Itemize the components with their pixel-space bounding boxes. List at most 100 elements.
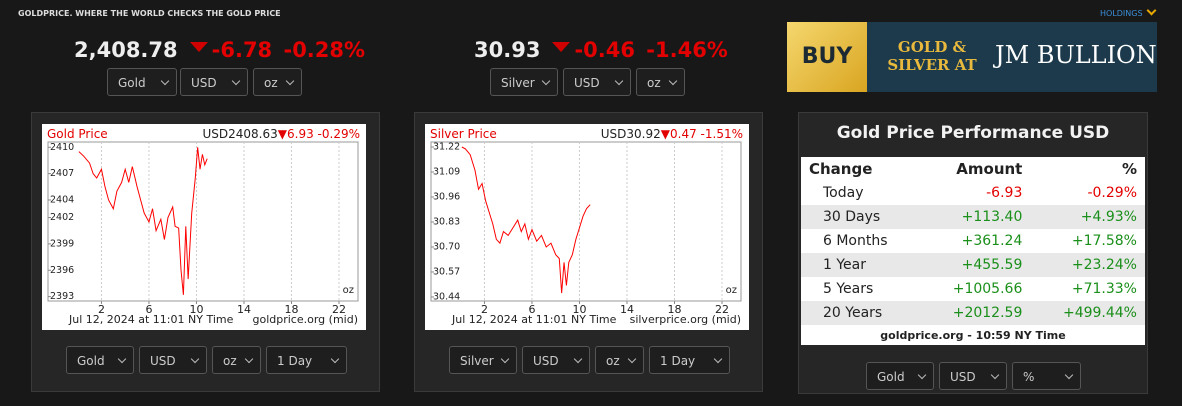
select[interactable]: % <box>1012 362 1081 390</box>
down-arrow: ▼ <box>661 127 671 141</box>
ad-text: SILVER AT <box>887 56 977 74</box>
chart-date: Jul 12, 2024 at 11:01 NY Time <box>68 313 234 326</box>
select[interactable]: USD <box>522 346 590 374</box>
x-tick-label: 18 <box>667 303 681 316</box>
select[interactable]: 1 Day <box>649 346 730 374</box>
chart-change: 6.93 <box>287 127 314 141</box>
select[interactable]: Gold <box>66 346 134 374</box>
gold-quote: 2,408.78 -6.78 -0.28% <box>74 38 365 62</box>
y-tick-label: 30.96 <box>433 191 460 202</box>
site-title: GOLDPRICE. WHERE THE WORLD CHECKS THE GO… <box>18 9 281 18</box>
chart: Gold Price USD2408.63▼6.93 -0.29% 2 6 10 14 18… <box>42 124 366 330</box>
select[interactable]: oz <box>595 346 644 374</box>
change: -0.46 <box>574 38 635 62</box>
chart-price: USD30.92 <box>601 127 661 141</box>
ad-brand: JM BULLION <box>995 41 1157 69</box>
y-tick-label: 2396 <box>50 265 74 276</box>
x-tick-label: 14 <box>620 303 634 316</box>
table-cell: -0.29% <box>1030 181 1145 205</box>
performance-panel: Gold Price Performance USD Change Amount%… <box>798 112 1148 394</box>
panel-title: Gold Price Performance USD <box>836 123 1110 143</box>
chart-quote: USD2408.63▼6.93 -0.29% <box>203 127 361 141</box>
x-tick-label: 10 <box>189 303 203 316</box>
chart-price: USD2408.63 <box>203 127 278 141</box>
x-tick-label: 2 <box>481 303 488 316</box>
x-tick-label: 22 <box>715 303 729 316</box>
x-tick-label: 10 <box>572 303 586 316</box>
y-tick-label: 2407 <box>50 168 74 179</box>
y-tick-label: 2404 <box>50 194 74 205</box>
table-cell: 30 Days <box>801 205 922 229</box>
change: -6.78 <box>211 38 273 62</box>
table-cell: +455.59 <box>921 253 1031 277</box>
table-cell: +361.24 <box>921 229 1031 253</box>
x-tick-label: 6 <box>145 303 152 316</box>
chart-background <box>425 124 749 330</box>
holdings-link[interactable]: HOLDINGS <box>1100 9 1155 18</box>
x-tick-label: 14 <box>237 303 251 316</box>
chart-date: Jul 12, 2024 at 11:01 NY Time <box>451 313 617 326</box>
table-cell: Today <box>801 181 922 205</box>
chart-header: Silver Price <box>430 127 497 141</box>
table-row: 1 Year +455.59 +23.24% <box>801 253 1145 277</box>
plot-frame <box>47 141 359 302</box>
price-line <box>461 146 591 294</box>
table-cell: +23.24% <box>1030 253 1145 277</box>
y-tick-label: 30.57 <box>433 266 460 277</box>
table-row: 30 Days +113.40 +4.93% <box>801 205 1145 229</box>
ad-banner[interactable]: BUY GOLD & SILVER AT JM BULLION <box>787 22 1157 92</box>
table-cell: 20 Years <box>801 301 922 325</box>
chart-background <box>42 124 366 330</box>
price: 30.93 <box>474 38 541 62</box>
chart-quote: USD30.92▼0.47 -1.51% <box>601 127 743 141</box>
price-line <box>78 147 208 295</box>
chart-change: 0.47 <box>670 127 697 141</box>
chart-percent: -0.29% <box>318 127 360 141</box>
price: 2,408.78 <box>74 38 178 62</box>
x-tick-label: 6 <box>528 303 535 316</box>
table-cell: +499.44% <box>1030 301 1145 325</box>
table-cell: +2012.59 <box>921 301 1031 325</box>
table-cell: +17.58% <box>1030 229 1145 253</box>
select[interactable]: USD <box>139 346 207 374</box>
select[interactable]: Gold <box>107 68 177 96</box>
table-cell: +4.93% <box>1030 205 1145 229</box>
table-row: Today -6.93 -0.29% <box>801 181 1145 205</box>
select[interactable]: oz <box>636 68 685 96</box>
select[interactable]: Gold <box>866 362 934 390</box>
chart-header: Gold Price <box>47 127 108 141</box>
buy-button[interactable]: BUY <box>787 22 867 92</box>
chart-title: Gold Price <box>47 127 108 141</box>
performance-table: Change Amount% Today -6.93 -0.29% 30 Days +11… <box>801 157 1145 345</box>
table-cell: +1005.66 <box>921 277 1031 301</box>
table-cell: 5 Years <box>801 277 922 301</box>
percent: -0.28% <box>283 38 366 62</box>
table-cell: 6 Months <box>801 229 922 253</box>
table-row: 6 Months +361.24 +17.58% <box>801 229 1145 253</box>
select[interactable]: oz <box>253 68 302 96</box>
table-cell: 1 Year <box>801 253 922 277</box>
chart-title: Silver Price <box>430 127 497 141</box>
x-tick-label: 2 <box>98 303 105 316</box>
select[interactable]: USD <box>939 362 1007 390</box>
y-tick-label: 2410 <box>50 142 74 153</box>
y-tick-label: 2402 <box>50 212 74 223</box>
table-footer: goldprice.org - 10:59 NY Time <box>801 325 1145 345</box>
y-tick-label: 30.70 <box>433 241 460 252</box>
footer-text: goldprice.org - 10:59 NY Time <box>801 325 1145 345</box>
select[interactable]: Silver <box>490 68 558 96</box>
select[interactable]: USD <box>563 68 631 96</box>
table-row: 5 Years +1005.66 +71.33% <box>801 277 1145 301</box>
table-row: 20 Years +2012.59 +499.44% <box>801 301 1145 325</box>
select[interactable]: 1 Day <box>266 346 347 374</box>
select[interactable]: USD <box>180 68 248 96</box>
down-arrow: ▼ <box>278 127 288 141</box>
chart-percent: -1.51% <box>701 127 743 141</box>
silver-quote: 30.93 -0.46 -1.46% <box>474 38 728 62</box>
select[interactable]: Silver <box>449 346 517 374</box>
chart: Silver Price USD30.92▼0.47 -1.51% 2 6 10 14 18… <box>425 124 749 330</box>
col-header: % <box>1030 157 1145 181</box>
select[interactable]: oz <box>212 346 261 374</box>
x-tick-label: 18 <box>284 303 298 316</box>
